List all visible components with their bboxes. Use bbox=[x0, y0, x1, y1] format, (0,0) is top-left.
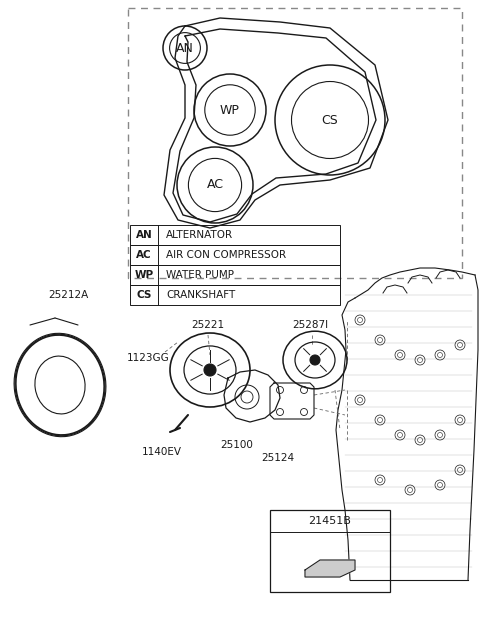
Text: 21451B: 21451B bbox=[309, 516, 351, 526]
Text: WP: WP bbox=[220, 104, 240, 117]
Text: AN: AN bbox=[136, 230, 152, 240]
Bar bbox=[130, 245, 340, 265]
Bar bbox=[130, 265, 340, 285]
Text: 25100: 25100 bbox=[221, 440, 253, 450]
Text: 1123GG: 1123GG bbox=[127, 353, 169, 363]
Text: 1140EV: 1140EV bbox=[142, 447, 182, 457]
Circle shape bbox=[204, 364, 216, 376]
Text: ALTERNATOR: ALTERNATOR bbox=[166, 230, 233, 240]
Bar bbox=[270, 510, 390, 592]
Text: 25221: 25221 bbox=[192, 320, 225, 330]
Text: CS: CS bbox=[322, 113, 338, 126]
Text: WATER PUMP: WATER PUMP bbox=[166, 270, 234, 280]
Text: WP: WP bbox=[134, 270, 154, 280]
Text: AIR CON COMPRESSOR: AIR CON COMPRESSOR bbox=[166, 250, 286, 260]
Polygon shape bbox=[305, 560, 355, 577]
Text: 25287I: 25287I bbox=[292, 320, 328, 330]
Text: CRANKSHAFT: CRANKSHAFT bbox=[166, 290, 235, 300]
Text: AC: AC bbox=[206, 179, 224, 192]
Text: 25124: 25124 bbox=[262, 453, 295, 463]
Text: AN: AN bbox=[176, 42, 194, 55]
Circle shape bbox=[310, 355, 320, 365]
Bar bbox=[130, 225, 340, 245]
Text: AC: AC bbox=[136, 250, 152, 260]
Bar bbox=[128, 8, 462, 278]
Text: 25212A: 25212A bbox=[48, 290, 88, 300]
Bar bbox=[130, 285, 340, 305]
Text: CS: CS bbox=[136, 290, 152, 300]
